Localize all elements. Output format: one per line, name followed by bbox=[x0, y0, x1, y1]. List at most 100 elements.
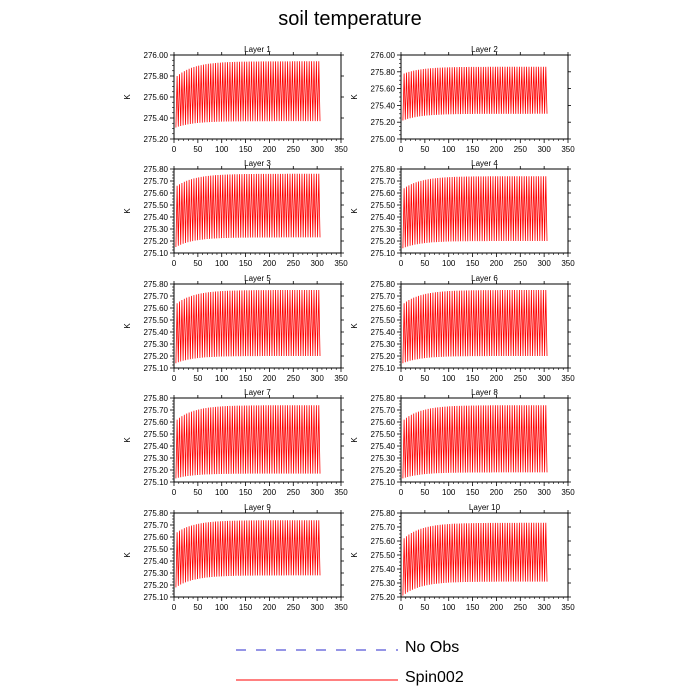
x-tick-label: 50 bbox=[420, 145, 429, 154]
series-line-spin002 bbox=[175, 61, 321, 128]
x-tick-label: 300 bbox=[537, 145, 551, 154]
x-tick-label: 0 bbox=[399, 259, 404, 268]
y-tick-label: 275.50 bbox=[371, 430, 396, 439]
x-tick-label: 0 bbox=[172, 488, 177, 497]
y-tick-label: 275.80 bbox=[371, 68, 396, 77]
panel-title: Layer 7 bbox=[244, 388, 271, 397]
x-tick-label: 300 bbox=[537, 488, 551, 497]
y-tick-label: 275.30 bbox=[144, 569, 169, 578]
x-tick-label: 350 bbox=[561, 603, 575, 612]
y-tick-label: 275.70 bbox=[371, 523, 396, 532]
y-tick-label: 275.60 bbox=[371, 537, 396, 546]
y-axis-label: K bbox=[350, 552, 359, 558]
plot-frame bbox=[400, 168, 569, 254]
panel-title: Layer 1 bbox=[244, 45, 271, 54]
chart-panel-4: Layer 4 K 0 50 100 150 200 250 300 350 275.10 275.2… bbox=[350, 159, 575, 268]
x-tick-label: 50 bbox=[420, 259, 429, 268]
y-axis-label: K bbox=[350, 323, 359, 329]
x-tick-label: 0 bbox=[399, 488, 404, 497]
x-tick-label: 50 bbox=[420, 374, 429, 383]
y-tick-label: 275.60 bbox=[371, 85, 396, 94]
x-tick-label: 50 bbox=[193, 374, 202, 383]
x-tick-label: 350 bbox=[334, 488, 348, 497]
y-tick-label: 275.10 bbox=[371, 478, 396, 487]
y-tick-label: 275.80 bbox=[144, 280, 169, 289]
x-tick-label: 200 bbox=[263, 603, 277, 612]
x-tick-label: 100 bbox=[442, 374, 456, 383]
x-tick-label: 200 bbox=[490, 374, 504, 383]
x-tick-label: 250 bbox=[514, 145, 528, 154]
x-tick-label: 200 bbox=[490, 259, 504, 268]
x-tick-label: 300 bbox=[537, 603, 551, 612]
chart-panel-9: Layer 9 K 0 50 100 150 200 250 300 350 275.10 275.2… bbox=[123, 503, 348, 612]
y-tick-label: 275.40 bbox=[144, 442, 169, 451]
x-tick-label: 50 bbox=[193, 259, 202, 268]
series-line-spin002 bbox=[175, 405, 321, 479]
x-tick-label: 350 bbox=[561, 145, 575, 154]
y-tick-label: 275.80 bbox=[144, 509, 169, 518]
x-tick-label: 250 bbox=[287, 603, 301, 612]
y-tick-label: 275.10 bbox=[371, 364, 396, 373]
plot-frame bbox=[400, 283, 569, 369]
y-tick-label: 276.00 bbox=[144, 51, 169, 60]
x-tick-label: 0 bbox=[172, 374, 177, 383]
series-line-spin002 bbox=[175, 520, 321, 588]
x-tick-label: 300 bbox=[310, 374, 324, 383]
y-tick-label: 275.20 bbox=[144, 466, 169, 475]
plot-frame bbox=[173, 397, 342, 483]
x-tick-label: 0 bbox=[399, 603, 404, 612]
y-tick-label: 275.70 bbox=[371, 292, 396, 301]
x-tick-label: 150 bbox=[239, 145, 253, 154]
figure-title: soil temperature bbox=[278, 8, 422, 30]
y-tick-label: 275.70 bbox=[371, 177, 396, 186]
panel-title: Layer 9 bbox=[244, 503, 271, 512]
series-line-spin002 bbox=[402, 289, 548, 364]
x-tick-label: 150 bbox=[466, 488, 480, 497]
y-tick-label: 275.20 bbox=[371, 118, 396, 127]
panel-title: Layer 6 bbox=[471, 274, 498, 283]
chart-panel-3: Layer 3 K 0 50 100 150 200 250 300 350 275.10 275.2… bbox=[123, 159, 348, 268]
x-tick-label: 200 bbox=[263, 374, 277, 383]
x-tick-label: 200 bbox=[263, 488, 277, 497]
x-tick-label: 250 bbox=[287, 145, 301, 154]
x-tick-label: 100 bbox=[215, 259, 229, 268]
y-tick-label: 275.10 bbox=[144, 249, 169, 258]
y-tick-label: 275.40 bbox=[371, 442, 396, 451]
x-tick-label: 100 bbox=[442, 603, 456, 612]
y-tick-label: 275.30 bbox=[144, 225, 169, 234]
series-line-spin002 bbox=[402, 66, 548, 121]
y-tick-label: 275.40 bbox=[371, 213, 396, 222]
x-tick-label: 200 bbox=[490, 603, 504, 612]
y-tick-label: 276.00 bbox=[371, 51, 396, 60]
y-tick-label: 275.20 bbox=[371, 352, 396, 361]
y-axis-label: K bbox=[123, 94, 132, 100]
y-tick-label: 275.40 bbox=[144, 328, 169, 337]
plot-frame bbox=[400, 397, 569, 483]
y-tick-label: 275.30 bbox=[371, 340, 396, 349]
y-tick-label: 275.10 bbox=[144, 364, 169, 373]
y-tick-label: 275.20 bbox=[144, 581, 169, 590]
x-tick-label: 350 bbox=[561, 488, 575, 497]
y-tick-label: 275.10 bbox=[144, 593, 169, 602]
x-tick-label: 250 bbox=[514, 603, 528, 612]
x-tick-label: 250 bbox=[514, 488, 528, 497]
x-tick-label: 150 bbox=[466, 145, 480, 154]
x-tick-label: 200 bbox=[490, 145, 504, 154]
x-tick-label: 100 bbox=[442, 259, 456, 268]
panel-title: Layer 8 bbox=[471, 388, 498, 397]
x-tick-label: 300 bbox=[537, 374, 551, 383]
x-tick-label: 0 bbox=[172, 603, 177, 612]
panel-title: Layer 10 bbox=[469, 503, 501, 512]
series-line-spin002 bbox=[175, 289, 321, 364]
x-tick-label: 350 bbox=[334, 603, 348, 612]
y-tick-label: 275.20 bbox=[144, 352, 169, 361]
y-axis-label: K bbox=[123, 208, 132, 214]
y-tick-label: 275.30 bbox=[144, 340, 169, 349]
y-tick-label: 275.60 bbox=[371, 418, 396, 427]
legend-label-spin002: Spin002 bbox=[405, 669, 464, 686]
y-tick-label: 275.70 bbox=[371, 406, 396, 415]
y-tick-label: 275.10 bbox=[144, 478, 169, 487]
y-tick-label: 275.70 bbox=[144, 292, 169, 301]
